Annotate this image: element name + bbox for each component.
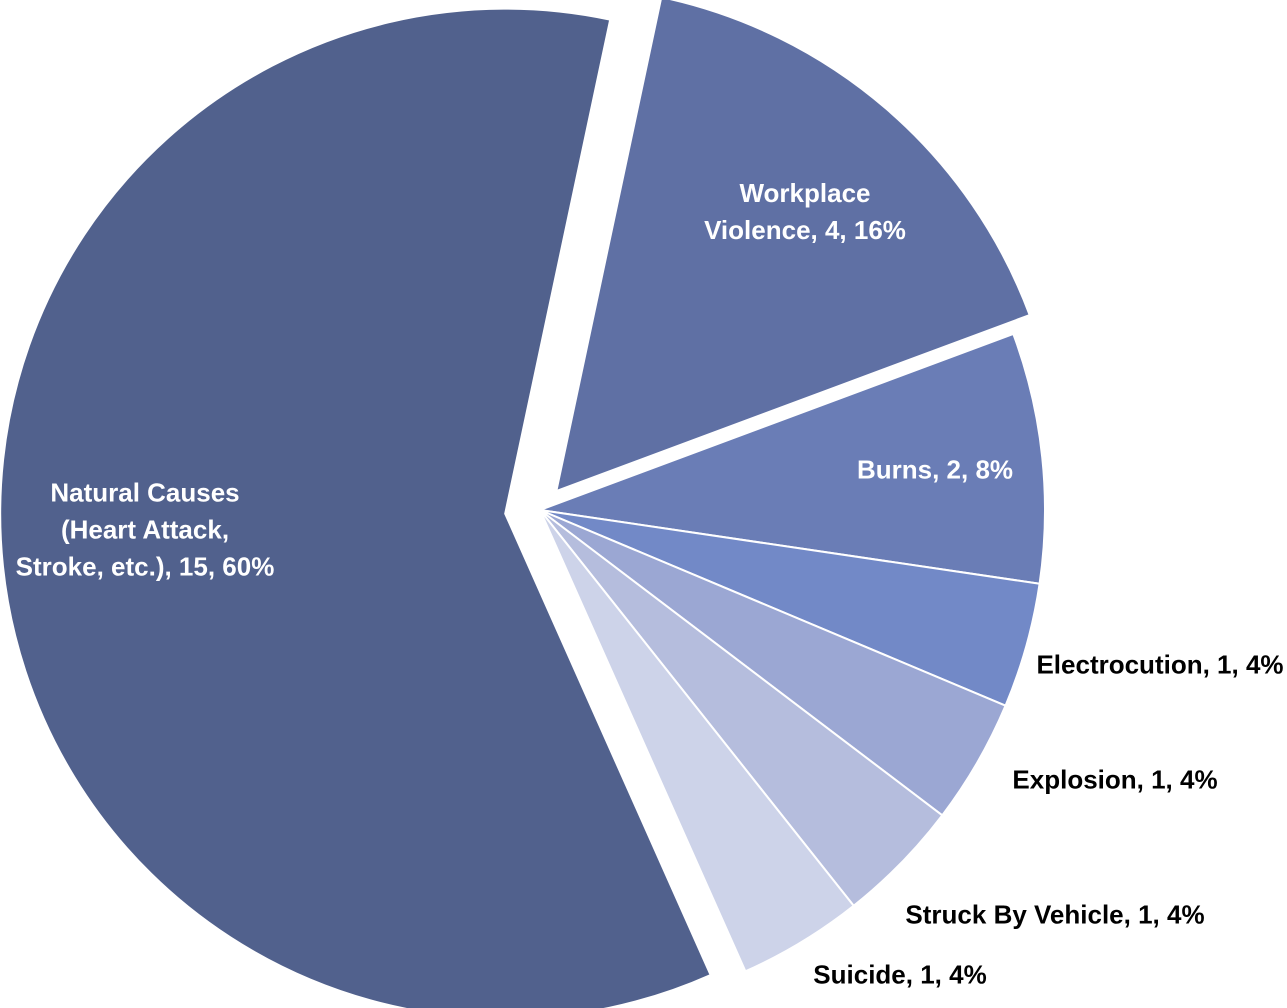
data-label: Struck By Vehicle, 1, 4% xyxy=(905,899,1205,930)
data-label: Workplace Violence, 4, 16% xyxy=(704,178,906,245)
data-label: Natural Causes (Heart Attack, Stroke, et… xyxy=(15,477,275,582)
data-label: Burns, 2, 8% xyxy=(856,454,1014,485)
data-label: Electrocution, 1, 4% xyxy=(1036,649,1284,680)
pie-slice xyxy=(539,509,856,973)
data-label: Explosion, 1, 4% xyxy=(1012,764,1218,795)
data-label: Suicide, 1, 4% xyxy=(813,959,987,990)
pie-slice xyxy=(0,7,712,1008)
pie-slice xyxy=(554,0,1031,493)
pie-slice xyxy=(539,332,1046,585)
